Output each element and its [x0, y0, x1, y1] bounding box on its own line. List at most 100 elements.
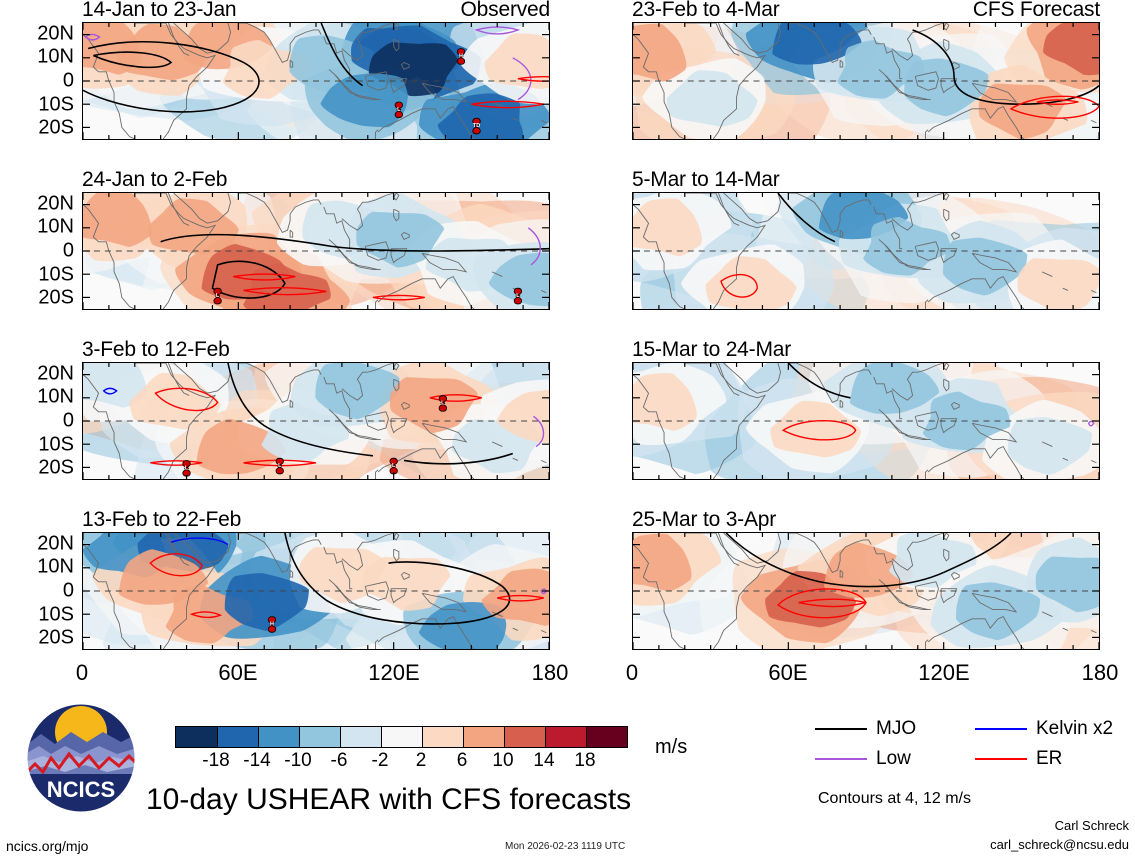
colorbar-tick: -6 [330, 750, 348, 771]
map-area[interactable]: H [82, 532, 550, 650]
legend-row: MJO Kelvin x2 [815, 714, 1135, 744]
colorbar-units-label: m/s [655, 736, 688, 758]
x-axis-tick-label: 0 [625, 660, 639, 685]
y-axis-tick-label: 10N [37, 555, 74, 578]
svg-text:L: L [441, 401, 445, 407]
map-panel[interactable]: 13-Feb to 22-Feb H [82, 508, 550, 650]
colorbar-cell [422, 727, 463, 747]
svg-text:TD: TD [473, 123, 480, 129]
colorbar-cell [586, 727, 627, 747]
legend-label-mjo: MJO [876, 718, 917, 739]
y-axis-tick-label: 10N [37, 45, 74, 68]
map-area[interactable] [632, 22, 1100, 140]
y-axis-tick-label: 0 [62, 409, 74, 432]
map-panel[interactable]: 15-Mar to 24-Mar [632, 338, 1100, 480]
colorbar-tick: 2 [415, 750, 427, 771]
shading-layer [83, 363, 549, 479]
legend-item-mjo: MJO [815, 718, 975, 740]
column-header: CFS Forecast [972, 0, 1100, 21]
svg-text:L: L [216, 293, 220, 299]
cyclone-symbols: H L TD [394, 48, 481, 135]
map-area[interactable]: H L TD [82, 22, 550, 140]
column-header: Observed [460, 0, 551, 21]
low-line-icon [815, 758, 867, 760]
colorbar-cell [463, 727, 504, 747]
wave-contours [160, 227, 549, 301]
y-axis-tick-label: 10S [38, 263, 74, 286]
axis-ticks [83, 193, 549, 309]
panel-title: 25-Mar to 3-Apr [632, 508, 777, 531]
y-axis-tick-label: 20S [38, 116, 74, 139]
y-axis-tick-label: 20N [37, 532, 74, 555]
wave-contours [720, 193, 836, 298]
wave-contours [102, 363, 545, 467]
map-panel[interactable]: 14-Jan to 23-Jan Observed H L TD [82, 0, 550, 140]
wave-contours [725, 533, 1012, 619]
page-title: 10-day USHEAR with CFS forecasts [146, 783, 632, 816]
map-panel[interactable]: 23-Feb to 4-Mar CFS Forecast [632, 0, 1100, 140]
wave-contours [912, 29, 1099, 119]
author-credit: Carl Schreck carl_schreck@ncsu.edu [990, 817, 1129, 855]
panel-title: 5-Mar to 14-Mar [632, 168, 780, 191]
colorbar-cell [176, 727, 217, 747]
coastlines [633, 193, 1097, 309]
map-area[interactable] [632, 192, 1100, 310]
cyclone-symbols: H [267, 616, 277, 633]
y-axis-tick-label: 20S [38, 626, 74, 649]
colorbar-tick: -2 [371, 750, 389, 771]
y-axis-tick-label: 20S [38, 456, 74, 479]
colorbar-cell [299, 727, 340, 747]
y-axis-tick-label: 10N [37, 385, 74, 408]
kelvin-line-icon [975, 728, 1027, 730]
colorbar-cell [504, 727, 545, 747]
coastlines [83, 23, 547, 139]
colorbar-tick: 10 [492, 750, 514, 771]
svg-text:L: L [185, 466, 189, 472]
author-name: Carl Schreck [1054, 818, 1129, 833]
legend-row: Low ER [815, 744, 1135, 774]
colorbar-tick: -14 [243, 750, 271, 771]
y-axis-tick-label: 10N [37, 215, 74, 238]
y-axis-tick-label: 20N [37, 362, 74, 385]
panel-title: 14-Jan to 23-Jan [82, 0, 237, 21]
colorbar-cell [545, 727, 586, 747]
map-panel[interactable]: 25-Mar to 3-Apr [632, 508, 1100, 650]
y-axis-tick-label: 20S [38, 286, 74, 309]
svg-text:H: H [459, 54, 463, 60]
colorbar-swatches [175, 726, 628, 748]
map-area[interactable] [632, 532, 1100, 650]
colorbar-tick: -18 [202, 750, 230, 771]
colorbar-cell [258, 727, 299, 747]
map-area[interactable]: L L L L [82, 362, 550, 480]
colorbar-tick: 14 [533, 750, 555, 771]
colorbar-tick: 6 [456, 750, 468, 771]
colorbar-tick: -10 [284, 750, 312, 771]
colorbar-cell [340, 727, 381, 747]
map-panel[interactable]: 3-Feb to 12-Feb L L L L [82, 338, 550, 480]
map-panel[interactable]: 5-Mar to 14-Mar [632, 168, 1100, 310]
colorbar-tick: 18 [574, 750, 596, 771]
contour-interval-note: Contours at 4, 12 m/s [818, 790, 971, 807]
site-link[interactable]: ncics.org/mjo [6, 838, 89, 854]
colorbar-cell [381, 727, 422, 747]
y-axis-tick-label: 10S [38, 93, 74, 116]
x-axis-tick-label: 0 [75, 660, 89, 685]
logo-text: NCICS [47, 777, 115, 802]
map-area[interactable] [632, 362, 1100, 480]
legend-item-low: Low [815, 748, 975, 770]
map-panel[interactable]: 24-Jan to 2-Feb L L [82, 168, 550, 310]
x-axis-tick-label: 180 [531, 660, 569, 685]
panel-title: 24-Jan to 2-Feb [82, 168, 228, 191]
author-email[interactable]: carl_schreck@ncsu.edu [990, 836, 1129, 852]
panel-title: 23-Feb to 4-Mar [632, 0, 780, 21]
colorbar: -18 -14 -10 -6 -2 2 6 10 14 18 [175, 726, 628, 771]
svg-text:L: L [392, 463, 396, 469]
legend-label-er: ER [1036, 748, 1063, 769]
svg-text:H: H [270, 622, 274, 628]
axis-ticks [83, 363, 549, 479]
legend-item-er: ER [975, 748, 1135, 770]
panel-title: 13-Feb to 22-Feb [82, 508, 242, 531]
panel-title: 3-Feb to 12-Feb [82, 338, 230, 361]
